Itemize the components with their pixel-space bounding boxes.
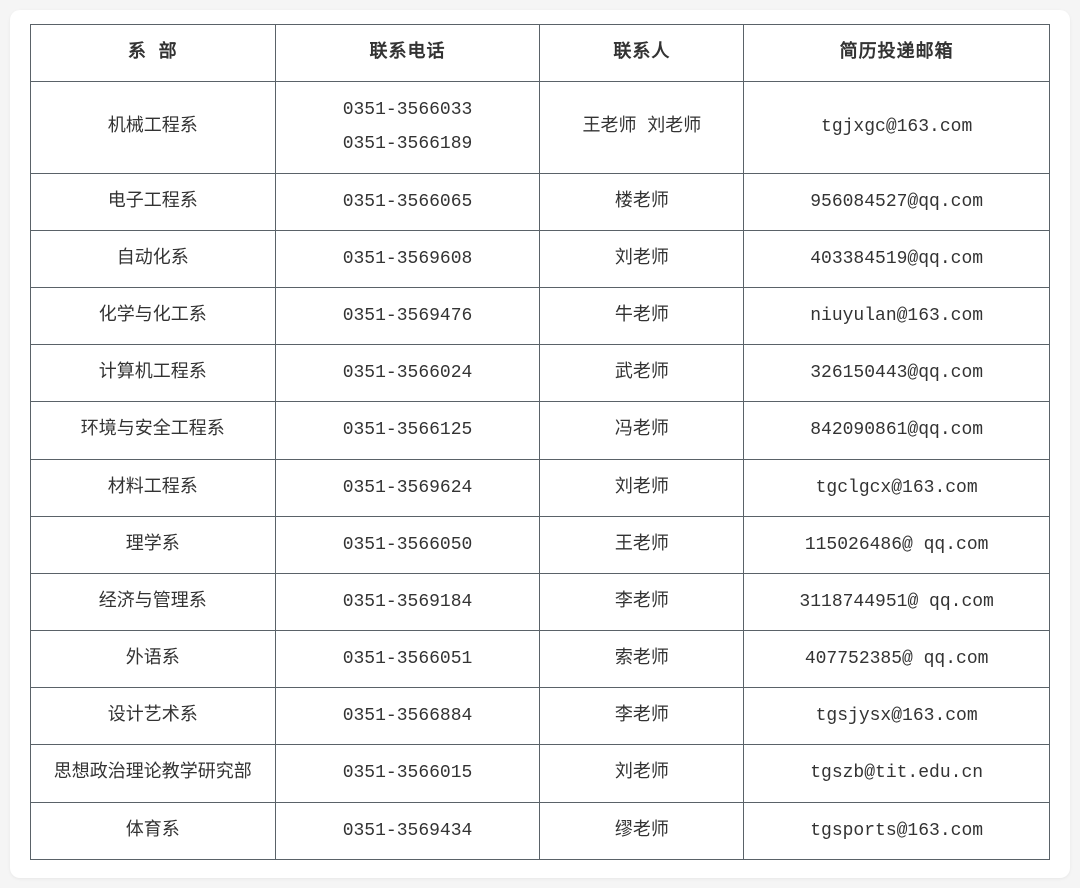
cell-contact: 牛老师: [540, 287, 744, 344]
cell-phone: 0351-3566015: [275, 745, 540, 802]
cell-email: tgsjysx@163.com: [744, 688, 1050, 745]
cell-dept: 自动化系: [31, 230, 276, 287]
cell-email: 326150443@qq.com: [744, 345, 1050, 402]
header-row: 系 部 联系电话 联系人 简历投递邮箱: [31, 25, 1050, 82]
cell-contact: 李老师: [540, 573, 744, 630]
cell-contact: 刘老师: [540, 230, 744, 287]
cell-email: 956084527@qq.com: [744, 173, 1050, 230]
cell-dept: 外语系: [31, 631, 276, 688]
cell-contact: 楼老师: [540, 173, 744, 230]
table-row: 理学系0351-3566050王老师115026486@ qq.com: [31, 516, 1050, 573]
table-row: 设计艺术系0351-3566884李老师tgsjysx@163.com: [31, 688, 1050, 745]
cell-phone: 0351-3569476: [275, 287, 540, 344]
cell-contact: 索老师: [540, 631, 744, 688]
cell-dept: 材料工程系: [31, 459, 276, 516]
cell-contact: 王老师: [540, 516, 744, 573]
cell-contact: 李老师: [540, 688, 744, 745]
cell-email: 115026486@ qq.com: [744, 516, 1050, 573]
cell-email: 3118744951@ qq.com: [744, 573, 1050, 630]
table-row: 电子工程系0351-3566065楼老师956084527@qq.com: [31, 173, 1050, 230]
cell-phone: 0351-3566033 0351-3566189: [275, 82, 540, 173]
table-row: 机械工程系0351-3566033 0351-3566189王老师 刘老师tgj…: [31, 82, 1050, 173]
cell-email: tgclgcx@163.com: [744, 459, 1050, 516]
cell-dept: 机械工程系: [31, 82, 276, 173]
cell-phone: 0351-3566884: [275, 688, 540, 745]
cell-phone: 0351-3566050: [275, 516, 540, 573]
cell-email: 407752385@ qq.com: [744, 631, 1050, 688]
cell-dept: 体育系: [31, 802, 276, 859]
cell-email: 403384519@qq.com: [744, 230, 1050, 287]
cell-contact: 冯老师: [540, 402, 744, 459]
cell-email: tgsports@163.com: [744, 802, 1050, 859]
cell-phone: 0351-3569624: [275, 459, 540, 516]
cell-contact: 武老师: [540, 345, 744, 402]
col-header-phone: 联系电话: [275, 25, 540, 82]
cell-phone: 0351-3569184: [275, 573, 540, 630]
cell-dept: 理学系: [31, 516, 276, 573]
table-row: 自动化系0351-3569608刘老师403384519@qq.com: [31, 230, 1050, 287]
cell-contact: 缪老师: [540, 802, 744, 859]
col-header-contact: 联系人: [540, 25, 744, 82]
cell-contact: 王老师 刘老师: [540, 82, 744, 173]
table-row: 环境与安全工程系0351-3566125冯老师842090861@qq.com: [31, 402, 1050, 459]
table-row: 化学与化工系0351-3569476牛老师niuyulan@163.com: [31, 287, 1050, 344]
cell-phone: 0351-3566125: [275, 402, 540, 459]
table-header: 系 部 联系电话 联系人 简历投递邮箱: [31, 25, 1050, 82]
contacts-table: 系 部 联系电话 联系人 简历投递邮箱 机械工程系0351-3566033 03…: [30, 24, 1050, 860]
cell-dept: 电子工程系: [31, 173, 276, 230]
cell-dept: 经济与管理系: [31, 573, 276, 630]
cell-dept: 化学与化工系: [31, 287, 276, 344]
table-body: 机械工程系0351-3566033 0351-3566189王老师 刘老师tgj…: [31, 82, 1050, 860]
cell-dept: 环境与安全工程系: [31, 402, 276, 459]
cell-phone: 0351-3569608: [275, 230, 540, 287]
cell-contact: 刘老师: [540, 745, 744, 802]
cell-phone: 0351-3566024: [275, 345, 540, 402]
table-row: 材料工程系0351-3569624刘老师tgclgcx@163.com: [31, 459, 1050, 516]
table-row: 计算机工程系0351-3566024武老师326150443@qq.com: [31, 345, 1050, 402]
cell-dept: 计算机工程系: [31, 345, 276, 402]
table-row: 外语系0351-3566051索老师407752385@ qq.com: [31, 631, 1050, 688]
cell-email: 842090861@qq.com: [744, 402, 1050, 459]
cell-email: niuyulan@163.com: [744, 287, 1050, 344]
table-row: 思想政治理论教学研究部0351-3566015刘老师tgszb@tit.edu.…: [31, 745, 1050, 802]
cell-phone: 0351-3566065: [275, 173, 540, 230]
cell-dept: 思想政治理论教学研究部: [31, 745, 276, 802]
table-row: 体育系0351-3569434缪老师tgsports@163.com: [31, 802, 1050, 859]
cell-contact: 刘老师: [540, 459, 744, 516]
table-card: 系 部 联系电话 联系人 简历投递邮箱 机械工程系0351-3566033 03…: [10, 10, 1070, 878]
cell-dept: 设计艺术系: [31, 688, 276, 745]
col-header-email: 简历投递邮箱: [744, 25, 1050, 82]
cell-phone: 0351-3569434: [275, 802, 540, 859]
col-header-dept: 系 部: [31, 25, 276, 82]
cell-email: tgszb@tit.edu.cn: [744, 745, 1050, 802]
table-row: 经济与管理系0351-3569184李老师3118744951@ qq.com: [31, 573, 1050, 630]
cell-phone: 0351-3566051: [275, 631, 540, 688]
cell-email: tgjxgc@163.com: [744, 82, 1050, 173]
